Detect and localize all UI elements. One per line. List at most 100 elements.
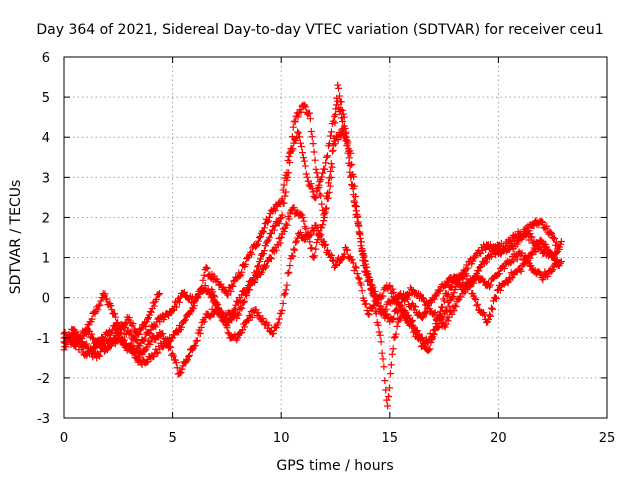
data-point [276, 239, 284, 247]
data-point [358, 246, 366, 254]
data-point [331, 119, 339, 127]
data-point [201, 282, 209, 290]
data-point [342, 128, 350, 136]
data-point [289, 252, 297, 260]
data-point [326, 167, 334, 175]
data-point [245, 254, 253, 262]
data-point [184, 356, 192, 364]
data-point [552, 238, 560, 246]
data-point [328, 251, 336, 259]
data-point [353, 212, 361, 220]
y-tick-label: 4 [42, 131, 50, 146]
data-point [89, 334, 97, 342]
data-point [282, 188, 290, 196]
data-point [161, 313, 169, 321]
data-point [551, 234, 559, 242]
data-point [200, 318, 208, 326]
data-point [487, 281, 495, 289]
series-track-5 [208, 221, 565, 351]
data-point [265, 321, 273, 329]
data-point [385, 384, 393, 392]
data-point [513, 255, 521, 263]
data-point [348, 256, 356, 264]
data-point [197, 323, 205, 331]
data-point [159, 343, 167, 351]
data-point [491, 293, 499, 301]
data-point [95, 351, 103, 359]
data-point [200, 271, 208, 279]
data-point [343, 142, 351, 150]
data-point [543, 222, 551, 230]
data-point [343, 246, 351, 254]
data-point [386, 282, 394, 290]
data-point [291, 118, 299, 126]
data-point [449, 293, 457, 301]
data-point [339, 110, 347, 118]
data-point [352, 203, 360, 211]
data-point [325, 179, 333, 187]
data-point [507, 240, 515, 248]
data-point [297, 139, 305, 147]
data-point [472, 296, 480, 304]
data-point [342, 246, 350, 254]
data-point [503, 242, 511, 250]
data-point [475, 267, 483, 275]
data-point [332, 260, 340, 268]
data-point [445, 302, 453, 310]
data-point [389, 316, 397, 324]
data-point [411, 303, 419, 311]
data-point [129, 320, 137, 328]
data-point [185, 351, 193, 359]
data-point [324, 189, 332, 197]
data-point [307, 128, 315, 136]
data-point [152, 296, 160, 304]
data-point [335, 84, 343, 92]
data-point [275, 315, 283, 323]
data-point [474, 300, 482, 308]
data-point [279, 299, 287, 307]
data-point [254, 263, 262, 271]
data-point [443, 292, 451, 300]
data-point [271, 207, 279, 215]
data-point [557, 258, 565, 266]
data-point [394, 309, 402, 317]
data-point [360, 252, 368, 260]
data-point [364, 310, 372, 318]
data-point [338, 106, 346, 114]
data-point [354, 274, 362, 282]
data-point [178, 365, 186, 373]
data-point [396, 300, 404, 308]
data-point [322, 159, 330, 167]
data-point [264, 217, 272, 225]
data-point [361, 257, 369, 265]
data-point [167, 343, 175, 351]
data-point [88, 315, 96, 323]
data-point [101, 290, 109, 298]
data-point [251, 278, 259, 286]
data-point [340, 250, 348, 258]
data-point [352, 193, 360, 201]
data-point [274, 319, 282, 327]
data-point [491, 251, 499, 259]
data-point [214, 304, 222, 312]
data-point [430, 310, 438, 318]
data-point [450, 307, 458, 315]
data-point [549, 266, 557, 274]
data-point [495, 270, 503, 278]
data-point [530, 222, 538, 230]
data-point [238, 304, 246, 312]
data-point [376, 331, 384, 339]
data-point [380, 363, 388, 371]
data-point [452, 303, 460, 311]
data-point [316, 232, 324, 240]
data-point [487, 253, 495, 261]
data-point [229, 282, 237, 290]
data-point [536, 269, 544, 277]
data-point [209, 288, 217, 296]
data-point [107, 302, 115, 310]
data-point [176, 293, 184, 301]
data-point [362, 300, 370, 308]
data-point [87, 344, 95, 352]
data-point [116, 329, 124, 337]
data-point [263, 237, 271, 245]
